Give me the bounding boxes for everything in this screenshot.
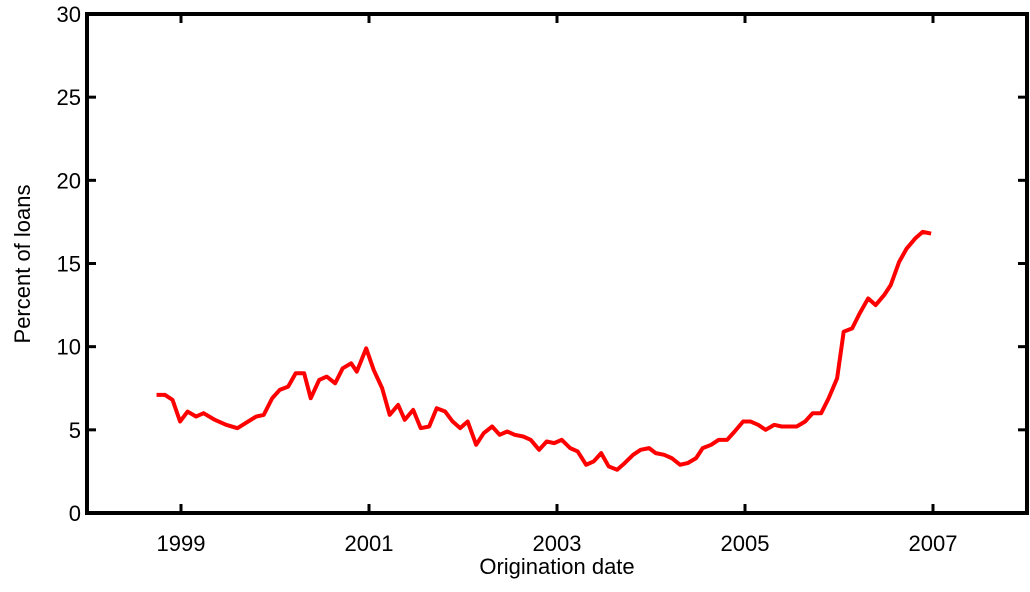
x-tick-label: 2007 — [909, 531, 958, 556]
y-axis-label: Percent of loans — [10, 185, 35, 344]
x-tick-label: 1999 — [157, 531, 206, 556]
y-tick-label: 15 — [57, 252, 81, 277]
x-tick-label: 2003 — [533, 531, 582, 556]
data-line — [156, 229, 932, 472]
x-tick-label: 2005 — [721, 531, 770, 556]
y-tick-label: 5 — [69, 418, 81, 443]
x-axis-label: Origination date — [479, 554, 634, 579]
y-tick-label: 25 — [57, 85, 81, 110]
y-tick-label: 30 — [57, 2, 81, 27]
y-tick-label: 0 — [69, 501, 81, 526]
x-tick-label: 2001 — [345, 531, 394, 556]
y-tick-label: 10 — [57, 335, 81, 360]
y-tick-label: 20 — [57, 168, 81, 193]
plot-frame — [85, 12, 1029, 515]
